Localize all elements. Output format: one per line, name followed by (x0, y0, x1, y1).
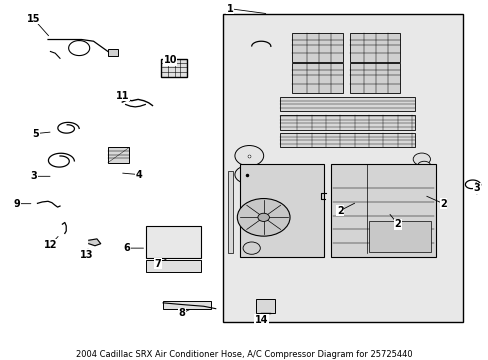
Circle shape (243, 242, 260, 254)
Text: 15: 15 (27, 14, 41, 24)
Polygon shape (89, 239, 101, 246)
Bar (239, 164, 323, 257)
Circle shape (234, 145, 263, 166)
Bar (163, 301, 210, 309)
Text: 8: 8 (179, 308, 185, 318)
Bar (368, 221, 430, 252)
Bar (146, 226, 201, 258)
Bar (108, 49, 118, 55)
Text: 3: 3 (30, 171, 37, 181)
Text: 12: 12 (43, 240, 57, 250)
Text: 13: 13 (80, 250, 93, 260)
Text: 10: 10 (163, 55, 177, 65)
Text: 2: 2 (439, 199, 446, 209)
Bar (108, 147, 129, 163)
Text: 2004 Cadillac SRX Air Conditioner Hose, A/C Compressor Diagram for 25725440: 2004 Cadillac SRX Air Conditioner Hose, … (76, 350, 412, 359)
Bar (160, 59, 186, 77)
Text: 14: 14 (254, 315, 267, 325)
Circle shape (417, 161, 430, 171)
Text: 9: 9 (14, 199, 20, 209)
Bar (280, 115, 414, 130)
Circle shape (412, 153, 429, 165)
Text: 7: 7 (155, 258, 162, 269)
Circle shape (234, 166, 258, 183)
Bar (349, 63, 399, 93)
Bar (227, 171, 233, 253)
Bar (349, 33, 399, 62)
Bar (292, 63, 342, 93)
Text: 5: 5 (33, 129, 40, 139)
Bar (223, 14, 462, 322)
Circle shape (237, 199, 289, 236)
Circle shape (257, 213, 269, 221)
Bar (280, 97, 414, 111)
Text: 11: 11 (115, 91, 129, 101)
Bar (292, 33, 342, 62)
Text: 6: 6 (123, 243, 130, 253)
Text: 2: 2 (336, 206, 343, 216)
Bar (330, 164, 435, 257)
Bar (256, 300, 275, 313)
Bar (146, 260, 201, 272)
Bar (280, 133, 414, 147)
Text: 1: 1 (226, 4, 233, 14)
Text: 4: 4 (135, 170, 142, 180)
Text: 2: 2 (394, 219, 401, 229)
Text: 3: 3 (472, 183, 479, 193)
